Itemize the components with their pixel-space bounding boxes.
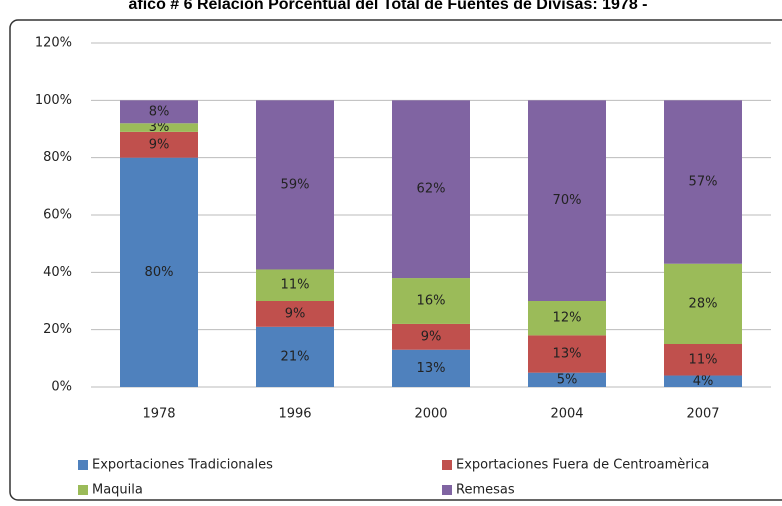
- x-tick-label: 1996: [278, 407, 311, 422]
- bar-segment: [256, 326, 334, 387]
- legend-label: Exportaciones Fuera de Centroamèrica: [456, 458, 709, 473]
- legend-swatch: [442, 485, 452, 495]
- y-tick-label: 0%: [51, 380, 72, 395]
- value-label: 13%: [553, 347, 582, 362]
- bar-segment: [392, 100, 470, 279]
- value-label: 9%: [421, 329, 442, 344]
- bar-segment: [528, 100, 606, 301]
- bar-segment: [664, 100, 742, 264]
- bar-segment: [664, 263, 742, 344]
- bar-segment: [528, 372, 606, 387]
- value-label: 28%: [689, 296, 718, 311]
- bar-segment: [392, 323, 470, 350]
- value-label: 13%: [417, 361, 446, 376]
- x-tick-label: 1978: [142, 407, 175, 422]
- y-tick-label: 20%: [43, 322, 72, 337]
- bar-segment: [528, 301, 606, 336]
- chart-border: [9, 19, 782, 501]
- value-label: 70%: [553, 193, 582, 208]
- chart-title: áfico # 6 Relación Porcentual del Total …: [129, 0, 648, 13]
- value-label: 16%: [417, 294, 446, 309]
- value-label: 8%: [149, 104, 170, 119]
- bar-segment: [528, 335, 606, 373]
- legend-swatch: [78, 460, 88, 470]
- value-label: 11%: [281, 278, 310, 293]
- bar-segment: [256, 100, 334, 270]
- bar-segment: [120, 100, 198, 124]
- y-tick-label: 120%: [35, 36, 72, 51]
- legend-swatch: [442, 460, 452, 470]
- x-tick-label: 2000: [414, 407, 447, 422]
- legend-label: Exportaciones Tradicionales: [92, 458, 273, 473]
- bar-segment: [120, 123, 198, 132]
- value-label: 80%: [145, 265, 174, 280]
- bar-segment: [120, 157, 198, 387]
- value-label: 4%: [693, 374, 714, 389]
- value-label: 9%: [285, 306, 306, 321]
- x-tick-label: 2007: [686, 407, 719, 422]
- legend-label: Remesas: [456, 483, 515, 498]
- y-tick-label: 40%: [43, 265, 72, 280]
- bar-segment: [664, 344, 742, 376]
- bar-segment: [392, 278, 470, 324]
- bar-segment: [256, 269, 334, 301]
- value-label: 5%: [557, 372, 578, 387]
- value-label: 57%: [689, 175, 718, 190]
- bar-segment: [392, 349, 470, 387]
- y-tick-label: 100%: [35, 93, 72, 108]
- value-label: 21%: [281, 349, 310, 364]
- value-label: 12%: [553, 311, 582, 326]
- bar-segment: [120, 131, 198, 158]
- value-label: 3%: [149, 120, 170, 135]
- legend-swatch: [78, 485, 88, 495]
- value-label: 11%: [689, 352, 718, 367]
- bar-segment: [256, 301, 334, 327]
- x-tick-label: 2004: [550, 407, 583, 422]
- legend-label: Maquila: [92, 483, 143, 498]
- value-label: 59%: [281, 177, 310, 192]
- value-label: 9%: [149, 137, 170, 152]
- y-tick-label: 60%: [43, 208, 72, 223]
- value-label: 62%: [417, 182, 446, 197]
- y-tick-label: 80%: [43, 150, 72, 165]
- bar-segment: [664, 375, 742, 387]
